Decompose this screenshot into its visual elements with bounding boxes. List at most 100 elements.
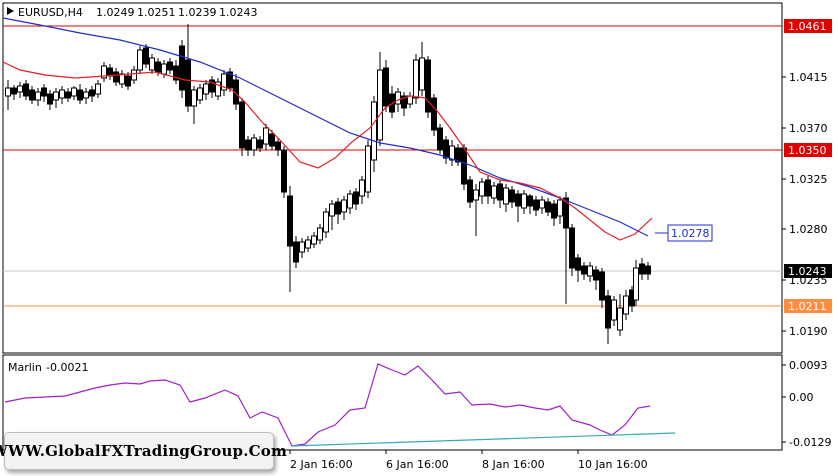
candle-body bbox=[53, 91, 59, 101]
candle-body bbox=[347, 193, 353, 209]
candle-body bbox=[365, 145, 371, 193]
candle-body bbox=[191, 89, 197, 107]
price-tick-2: 1.0370 bbox=[789, 122, 828, 135]
indicator-frame bbox=[2, 354, 783, 451]
candle-body bbox=[515, 193, 521, 207]
candle-body bbox=[623, 295, 629, 315]
candle-body bbox=[503, 187, 509, 205]
time-label-1: 2 Jan 16:00 bbox=[290, 458, 353, 471]
candle-body bbox=[467, 179, 473, 203]
candle-body bbox=[101, 65, 107, 79]
time-label-2: 6 Jan 16:00 bbox=[386, 458, 449, 471]
candle-body bbox=[179, 45, 185, 91]
candle-body bbox=[581, 265, 587, 275]
indicator-tick-zero: 0.00 bbox=[789, 391, 814, 404]
candle-body bbox=[455, 147, 461, 163]
watermark: WWW.GlobalFXTradingGroup.Com bbox=[0, 432, 287, 470]
candle-body bbox=[35, 91, 41, 101]
candle-body bbox=[23, 83, 29, 97]
candle-body bbox=[221, 73, 227, 91]
level-badge-mid-text: 1.0350 bbox=[788, 144, 827, 157]
candle-body bbox=[71, 87, 77, 97]
candle-body bbox=[437, 127, 443, 151]
candle-body bbox=[11, 87, 17, 95]
candle-body bbox=[479, 181, 485, 197]
ma-callout-text: 1.0278 bbox=[671, 227, 710, 240]
candle-body bbox=[419, 57, 425, 91]
candle-body bbox=[497, 183, 503, 201]
candle-body bbox=[633, 267, 639, 301]
high-value: 1.0251 bbox=[137, 6, 176, 19]
candle-body bbox=[29, 89, 35, 101]
candlestick-series bbox=[5, 24, 651, 344]
level-badge-top bbox=[784, 19, 832, 33]
price-tick-3: 1.0325 bbox=[789, 173, 828, 186]
candle-body bbox=[611, 299, 617, 321]
candle-body bbox=[413, 59, 419, 99]
candle-body bbox=[587, 265, 593, 277]
candle-body bbox=[65, 91, 71, 99]
candle-body bbox=[533, 199, 539, 211]
candle-body bbox=[401, 95, 407, 109]
candle-body bbox=[317, 227, 323, 241]
candle-body bbox=[173, 65, 179, 81]
candle-body bbox=[383, 67, 389, 107]
candle-body bbox=[95, 83, 101, 95]
low-value: 1.0239 bbox=[178, 6, 217, 19]
candle-body bbox=[257, 139, 263, 149]
marlin-line bbox=[4, 363, 651, 447]
bid-price-badge bbox=[784, 264, 832, 278]
indicator-tick-bottom: -0.0129 bbox=[789, 436, 831, 449]
candle-body bbox=[269, 133, 275, 147]
ma-callout-box[interactable] bbox=[667, 224, 713, 242]
level-badge-support bbox=[784, 299, 832, 313]
main-chart-frame bbox=[2, 2, 783, 354]
candle-body bbox=[287, 195, 293, 247]
candle-body bbox=[599, 271, 605, 301]
candle-body bbox=[227, 71, 233, 89]
candle-body bbox=[41, 87, 47, 97]
indicator-name: Marlin bbox=[8, 361, 42, 374]
candle-body bbox=[473, 189, 479, 201]
candle-body bbox=[5, 87, 11, 97]
candle-body bbox=[305, 239, 311, 249]
candle-body bbox=[617, 307, 623, 331]
bid-price-text: 1.0243 bbox=[788, 265, 827, 278]
candle-body bbox=[131, 69, 137, 81]
price-tick-1: 1.0415 bbox=[789, 71, 828, 84]
candle-body bbox=[203, 83, 209, 95]
candle-body bbox=[563, 197, 569, 229]
candle-body bbox=[639, 263, 645, 275]
candle-body bbox=[77, 89, 83, 101]
candle-body bbox=[645, 265, 651, 275]
symbol-label: EURUSD,H4 bbox=[18, 6, 83, 19]
candle-body bbox=[443, 139, 449, 159]
candle-body bbox=[215, 81, 221, 97]
candle-body bbox=[185, 59, 191, 107]
candle-body bbox=[491, 185, 497, 199]
candle-body bbox=[89, 89, 95, 97]
candle-body bbox=[593, 269, 599, 281]
price-tick-6: 1.0190 bbox=[789, 325, 828, 338]
candle-body bbox=[293, 241, 299, 263]
candle-body bbox=[425, 59, 431, 113]
blue-moving-average bbox=[2, 17, 649, 237]
red-moving-average bbox=[2, 61, 653, 241]
candle-body bbox=[377, 69, 383, 141]
candle-body bbox=[569, 227, 575, 269]
candle-body bbox=[527, 195, 533, 207]
candle-body bbox=[17, 85, 23, 93]
candle-body bbox=[245, 139, 251, 151]
level-badge-support-text: 1.0211 bbox=[788, 300, 827, 313]
candle-body bbox=[431, 97, 437, 131]
candle-body bbox=[161, 63, 167, 75]
candle-body bbox=[605, 295, 611, 329]
candle-body bbox=[521, 193, 527, 209]
candle-body bbox=[485, 179, 491, 197]
time-label-3: 8 Jan 16:00 bbox=[482, 458, 545, 471]
candle-body bbox=[143, 47, 149, 65]
candle-body bbox=[251, 137, 257, 151]
candle-body bbox=[281, 149, 287, 193]
candle-body bbox=[167, 61, 173, 71]
